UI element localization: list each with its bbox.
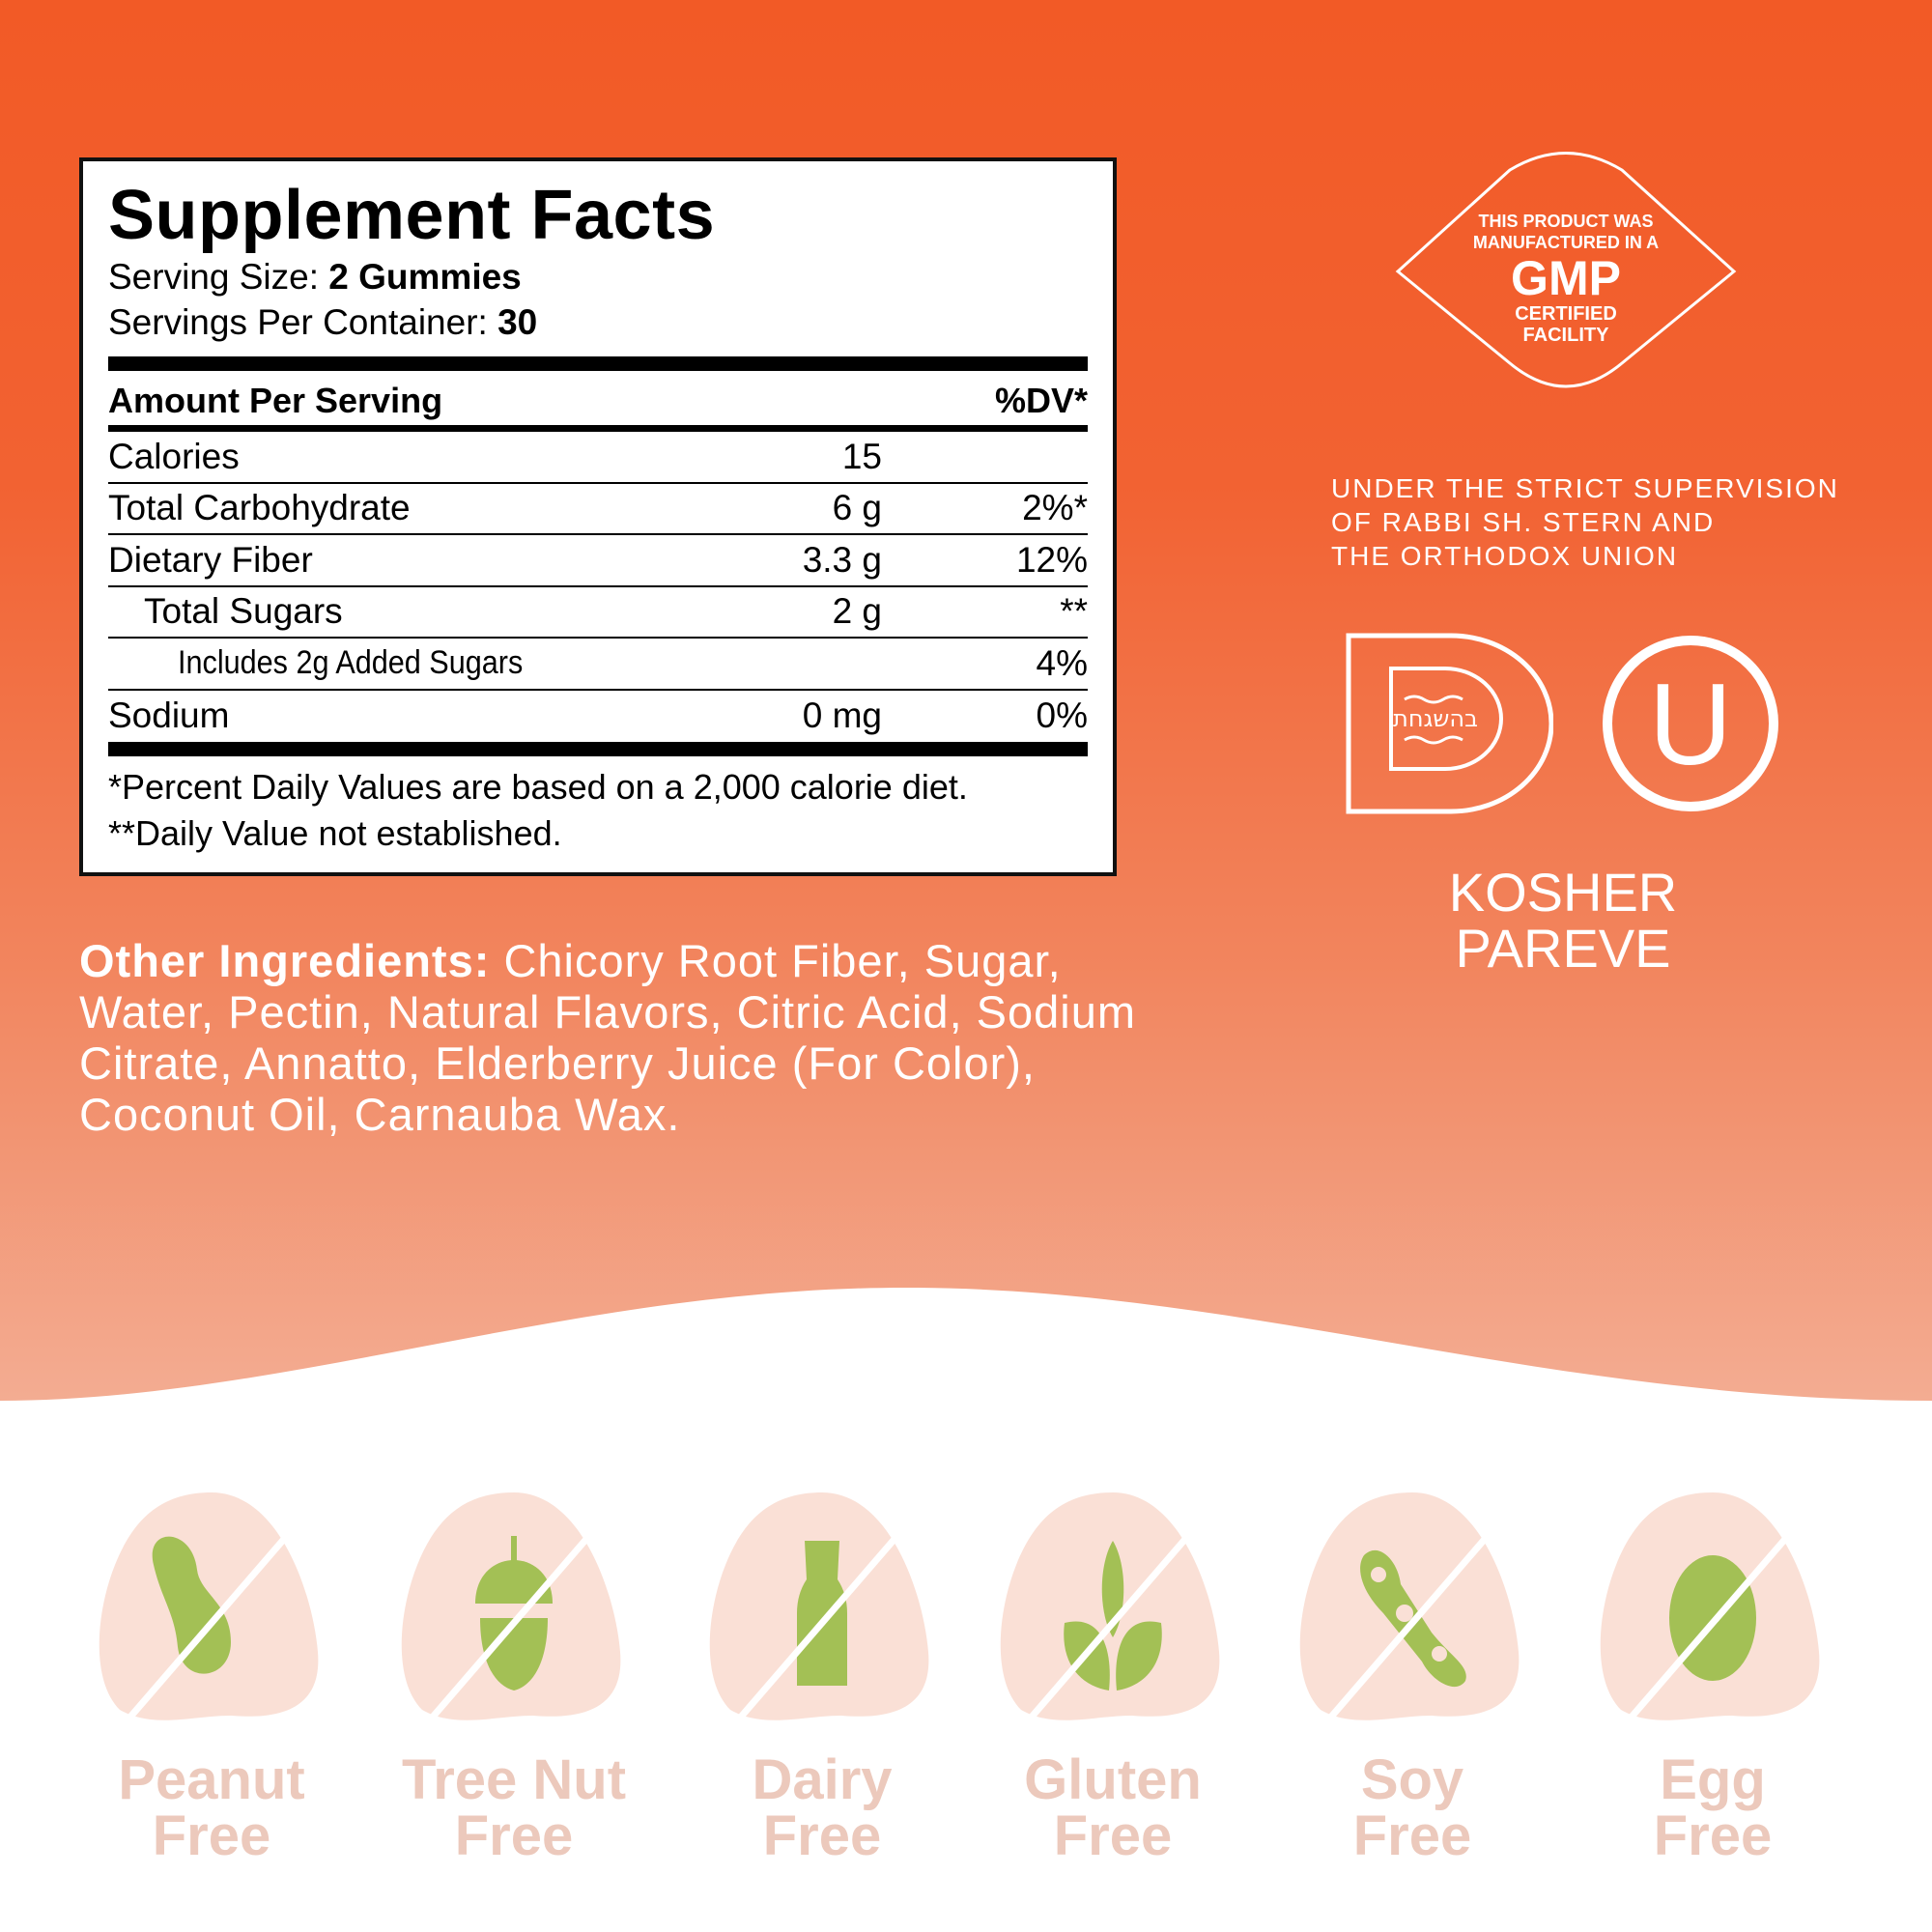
allergen-name: Egg [1660, 1748, 1766, 1811]
servings-label: Servings Per Container: [108, 302, 488, 342]
allergen-free: Free [1053, 1804, 1173, 1867]
nutrient-dv: ** [1060, 591, 1088, 632]
gmp-badge-outline [1395, 152, 1737, 388]
nutrient-name: Includes 2g Added Sugars [178, 644, 524, 682]
nutrient-amount: 15 [841, 436, 882, 476]
allergen-blob [1600, 1492, 1820, 1729]
allergen-name: Peanut [118, 1748, 305, 1811]
wave-divider [0, 1287, 1932, 1932]
allergen-badge-tree-nut: Tree Nut Free [388, 1488, 639, 1864]
nutrient-row: Includes 2g Added Sugars 4% [108, 639, 1088, 691]
divider-medium [108, 425, 1088, 432]
kosher-pareve-label: KOSHER PAREVE [1370, 865, 1756, 977]
facts-title: Supplement Facts [108, 177, 716, 254]
nutrient-dv: 4% [1036, 642, 1088, 683]
gmp-line: MANUFACTURED IN A [1472, 233, 1660, 252]
allergen-name: Gluten [1024, 1748, 1202, 1811]
facts-header: Amount Per Serving %DV* [108, 371, 1088, 425]
nutrient-name: Total Sugars [144, 591, 343, 632]
gmp-badge: THIS PRODUCT WAS MANUFACTURED IN A GMP C… [1394, 211, 1738, 346]
d-logo-text: בהשגחת [1393, 705, 1478, 732]
allergen-name: Soy [1360, 1748, 1464, 1811]
allergen-label: Tree Nut Free [388, 1752, 639, 1864]
allergen-badge-soy: Soy Free [1287, 1488, 1538, 1864]
divider-thick [108, 356, 1088, 371]
serving-size-value: 2 Gummies [328, 257, 522, 297]
kosher-text: KOSHER [1448, 862, 1678, 923]
servings-value: 30 [497, 302, 538, 342]
servings-per-container: Servings Per Container: 30 [108, 299, 1088, 345]
divider-thick [108, 742, 1088, 756]
serving-size-label: Serving Size: [108, 257, 319, 297]
nutrient-row: Sodium 0 mg 0% [108, 691, 1088, 743]
allergen-badge-peanut: Peanut Free [86, 1488, 337, 1864]
allergen-badge-gluten: Gluten Free [987, 1488, 1238, 1864]
gmp-title: GMP [1511, 251, 1621, 305]
ou-letter: U [1649, 660, 1733, 789]
allergen-blob [401, 1492, 621, 1729]
allergen-blob [1299, 1492, 1520, 1729]
footnotes: *Percent Daily Values are based on a 2,0… [108, 756, 1088, 857]
peanut-icon [152, 1536, 231, 1674]
supervision-line: THE ORTHODOX UNION [1331, 541, 1679, 571]
allergen-name: Dairy [752, 1748, 893, 1811]
ingredients-text: Chicory Root Fiber, Sugar, Water, Pectin… [79, 935, 1137, 1140]
nutrient-dv: 2%* [1022, 488, 1088, 528]
amount-header: Amount Per Serving [108, 381, 443, 420]
nutrient-name: Total Carbohydrate [108, 488, 411, 528]
allergen-blob [99, 1492, 319, 1729]
dv-header: %DV* [994, 381, 1088, 420]
nutrient-amount: 0 mg [802, 696, 882, 736]
nutrient-row: Total Carbohydrate 6 g 2%* [108, 484, 1088, 535]
allergen-label: Egg Free [1587, 1752, 1838, 1864]
allergen-free: Free [1352, 1804, 1472, 1867]
allergen-badge-egg: Egg Free [1587, 1488, 1838, 1864]
nutrient-row: Total Sugars 2 g ** [108, 587, 1088, 639]
nutrient-name: Sodium [108, 696, 230, 736]
gmp-line: FACILITY [1522, 325, 1609, 346]
nutrient-row: Calories 15 [108, 432, 1088, 484]
nutrient-name: Calories [108, 436, 240, 476]
allergen-label: Dairy Free [696, 1752, 948, 1864]
allergen-free: Free [1653, 1804, 1773, 1867]
supplement-facts-panel: Supplement Facts Serving Size: 2 Gummies… [79, 157, 1117, 876]
milk-bottle-icon [797, 1541, 847, 1686]
ou-kosher-logo: U [1603, 636, 1778, 811]
supervision-line: OF RABBI SH. STERN AND [1331, 507, 1716, 537]
rabbi-stern-kosher-logo: בהשגחת [1346, 633, 1553, 814]
allergen-free: Free [152, 1804, 271, 1867]
nutrient-amount: 2 g [832, 591, 882, 632]
nutrient-amount: 3.3 g [802, 539, 882, 580]
nutrient-dv: 12% [1015, 539, 1088, 580]
other-ingredients: Other Ingredients: Chicory Root Fiber, S… [79, 935, 1161, 1140]
nutrient-amount: 6 g [832, 488, 882, 528]
allergen-badge-dairy: Dairy Free [696, 1488, 948, 1864]
gmp-line: CERTIFIED [1515, 303, 1617, 325]
ingredients-label: Other Ingredients: [79, 935, 491, 986]
serving-size: Serving Size: 2 Gummies [108, 254, 1088, 299]
acorn-icon [475, 1536, 553, 1690]
allergen-label: Peanut Free [86, 1752, 337, 1864]
footnote-dv: *Percent Daily Values are based on a 2,0… [108, 767, 968, 807]
allergen-free: Free [454, 1804, 574, 1867]
gmp-line: THIS PRODUCT WAS [1478, 212, 1654, 231]
allergen-label: Gluten Free [987, 1752, 1238, 1864]
allergen-free: Free [762, 1804, 882, 1867]
pareve-text: PAREVE [1455, 918, 1671, 979]
nutrient-row: Dietary Fiber 3.3 g 12% [108, 535, 1088, 587]
allergen-blob [709, 1492, 929, 1729]
nutrient-dv: 0% [1036, 696, 1088, 736]
allergen-name: Tree Nut [401, 1748, 627, 1811]
allergen-blob [1000, 1492, 1220, 1729]
footnote-not-established: **Daily Value not established. [108, 813, 562, 853]
nutrient-name: Dietary Fiber [108, 539, 313, 580]
supervision-line: UNDER THE STRICT SUPERVISION [1331, 473, 1839, 503]
allergen-label: Soy Free [1287, 1752, 1538, 1864]
supervision-text: UNDER THE STRICT SUPERVISION OF RABBI SH… [1331, 471, 1839, 573]
